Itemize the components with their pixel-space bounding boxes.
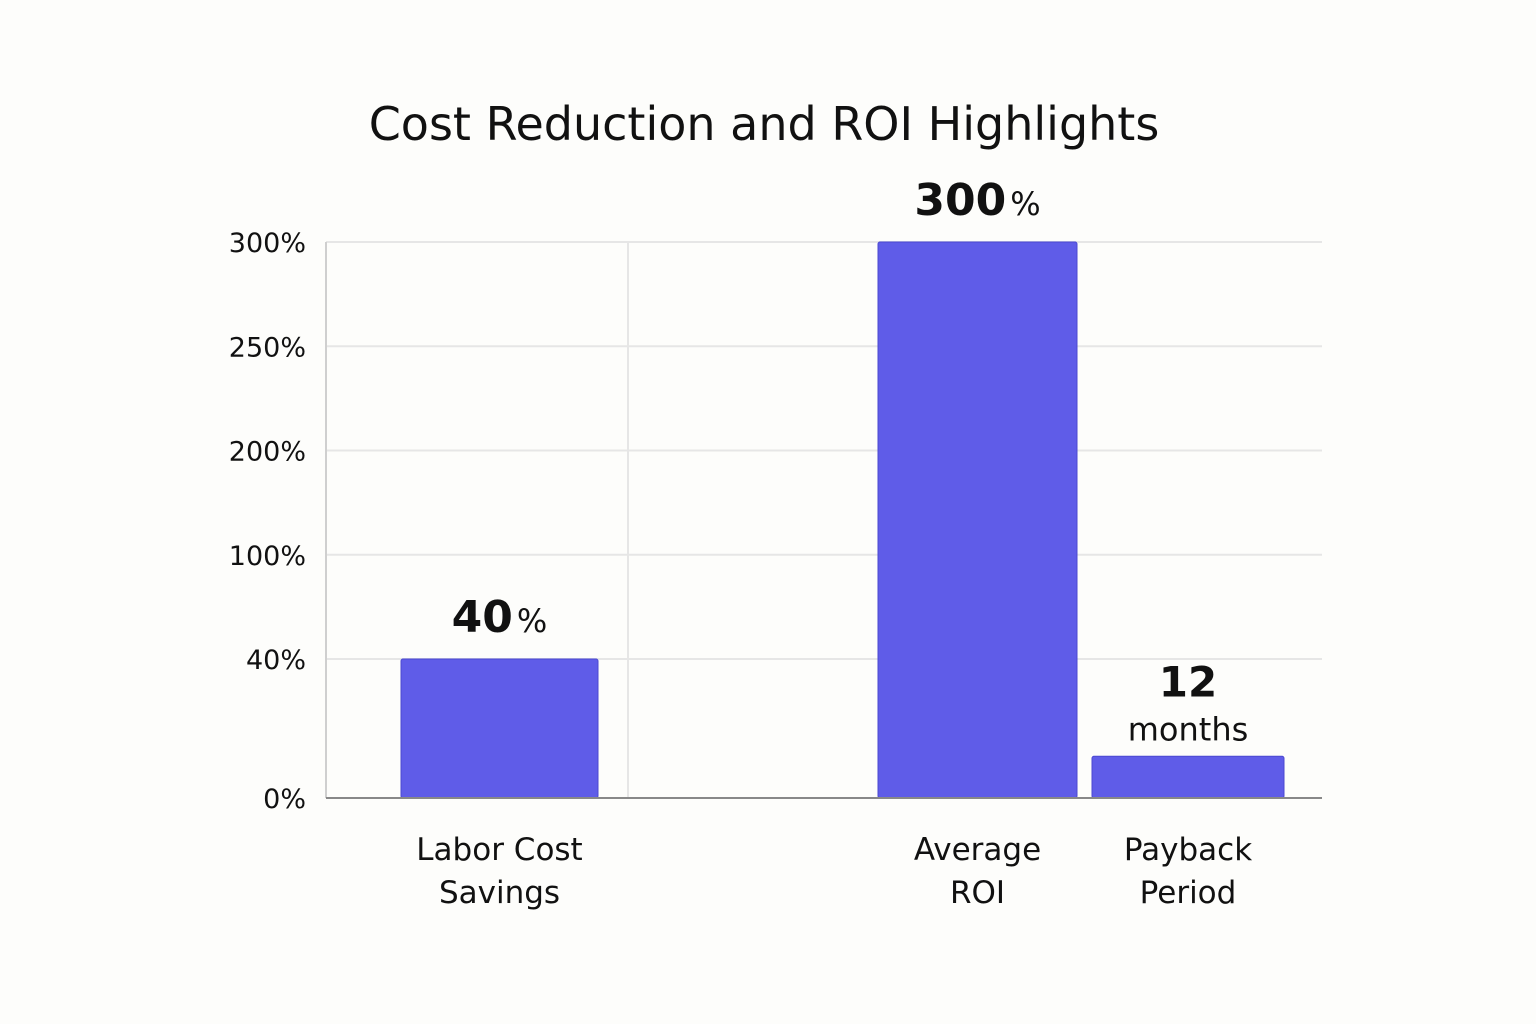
x-tick-label: Payback Period xyxy=(1124,832,1252,911)
value-label: 12 months xyxy=(1128,657,1249,748)
x-tick-label: Average ROI xyxy=(914,832,1041,911)
bar xyxy=(400,658,599,799)
value-label: 40% xyxy=(452,592,548,643)
y-tick-label: 300% xyxy=(229,228,306,259)
y-tick-label: 200% xyxy=(229,437,306,468)
y-tick-label: 100% xyxy=(229,541,306,572)
bars: Labor Cost Savings 40 % Average ROI 300 % Paybac… xyxy=(400,175,1285,911)
value-label: 300% xyxy=(914,175,1040,226)
bar xyxy=(877,241,1078,799)
x-tick-label: Labor Cost Savings xyxy=(416,832,582,911)
y-tick-label: 250% xyxy=(229,332,306,363)
y-tick-label: 40% xyxy=(246,645,306,676)
y-tick-label: 0% xyxy=(263,784,306,815)
chart-title: Cost Reduction and ROI Highlights xyxy=(369,97,1160,151)
bar xyxy=(1091,755,1285,799)
grid: 0% 40% 100% 200% 250% 300% xyxy=(229,228,1322,815)
